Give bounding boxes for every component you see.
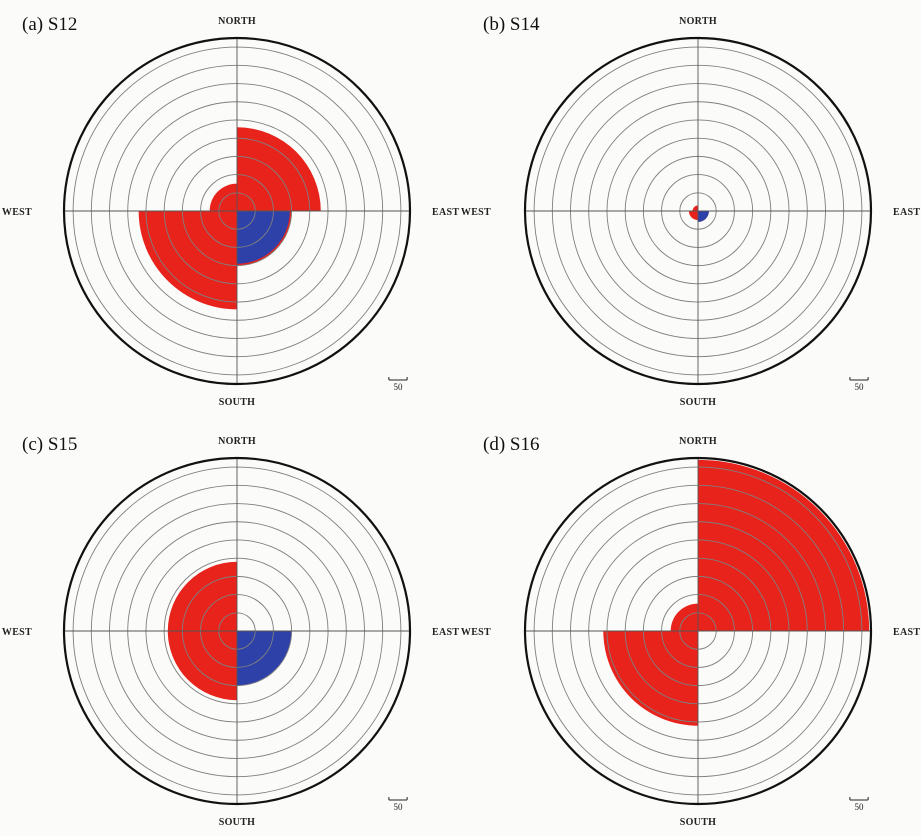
sector-north-west-red — [692, 205, 698, 211]
label-east: EAST — [893, 627, 920, 638]
sector-north-east-red — [698, 459, 870, 631]
outer-circle — [523, 456, 873, 806]
scale-bar-label: 50 — [855, 802, 865, 812]
label-east: EAST — [432, 627, 459, 638]
label-south: SOUTH — [680, 397, 717, 408]
label-west: WEST — [461, 627, 491, 638]
outer-circle — [62, 36, 412, 386]
label-west: WEST — [2, 207, 32, 218]
label-east: EAST — [893, 207, 920, 218]
sector-south-east-blue — [698, 211, 709, 222]
outer-circle — [62, 456, 412, 806]
sector-north-west-red — [209, 183, 237, 211]
label-north: NORTH — [679, 436, 717, 447]
scale-bar-label: 50 — [394, 802, 404, 812]
label-east: EAST — [432, 207, 459, 218]
scale-bar: 50 — [388, 377, 408, 392]
panel-title: (b) S14 — [483, 14, 540, 35]
sector-south-east-blue — [237, 211, 290, 264]
label-south: SOUTH — [680, 817, 717, 828]
label-west: WEST — [461, 207, 491, 218]
sector-north-east-red — [237, 127, 321, 211]
sector-north-west-red — [670, 603, 698, 631]
sector-south-west-red — [138, 211, 237, 310]
rose-panel-2: (b) S14 NORTH SOUTH WEST EAST 50 — [461, 14, 920, 408]
sector-south-west-red — [603, 631, 698, 726]
scale-bar: 50 — [388, 797, 408, 812]
label-south: SOUTH — [219, 817, 256, 828]
scale-bar-label: 50 — [394, 382, 404, 392]
rose-panel-1: (a) S12 NORTH SOUTH WEST EAST 50 — [2, 14, 459, 408]
label-north: NORTH — [679, 16, 717, 27]
panel-title: (d) S16 — [483, 434, 539, 455]
label-west: WEST — [2, 627, 32, 638]
sector-south-west-red — [688, 211, 698, 221]
label-north: NORTH — [218, 436, 256, 447]
sector-south-east-blue — [237, 631, 292, 686]
panel-title: (a) S12 — [22, 14, 77, 35]
scale-bar: 50 — [849, 377, 869, 392]
scale-bar: 50 — [849, 797, 869, 812]
label-south: SOUTH — [219, 397, 256, 408]
rose-panel-4: (d) S16 NORTH SOUTH WEST EAST 50 — [461, 434, 920, 828]
rose-panel-3: (c) S15 NORTH SOUTH WEST EAST 50 — [2, 434, 459, 828]
label-north: NORTH — [218, 16, 256, 27]
panel-title: (c) S15 — [22, 434, 77, 455]
outer-circle — [523, 36, 873, 386]
scale-bar-label: 50 — [855, 382, 865, 392]
